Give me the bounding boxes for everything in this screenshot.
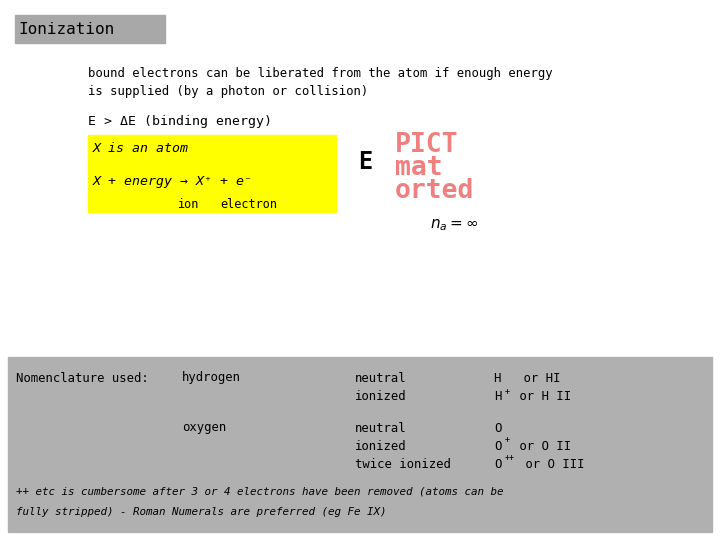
Text: +: + <box>505 435 510 444</box>
Text: H   or HI: H or HI <box>494 372 560 384</box>
Text: neutral: neutral <box>355 422 407 435</box>
Text: or O III: or O III <box>518 457 585 470</box>
Text: X is an atom: X is an atom <box>93 141 189 154</box>
Text: electron: electron <box>220 198 277 211</box>
Text: orted: orted <box>395 178 474 204</box>
Text: ++ etc is cumbersome after 3 or 4 electrons have been removed (atoms can be: ++ etc is cumbersome after 3 or 4 electr… <box>16 487 503 497</box>
Text: ionized: ionized <box>355 390 407 403</box>
Text: E > ΔE (binding energy): E > ΔE (binding energy) <box>88 116 272 129</box>
Text: is supplied (by a photon or collision): is supplied (by a photon or collision) <box>88 85 368 98</box>
Text: or O II: or O II <box>512 440 571 453</box>
Text: O: O <box>494 440 501 453</box>
Text: Ionization: Ionization <box>18 22 114 37</box>
Text: $n_a = \infty$: $n_a = \infty$ <box>430 217 478 233</box>
Text: ionized: ionized <box>355 440 407 453</box>
Text: hydrogen: hydrogen <box>182 372 241 384</box>
FancyBboxPatch shape <box>15 15 165 43</box>
Text: +: + <box>505 387 510 395</box>
Text: X + energy → X⁺ + e⁻: X + energy → X⁺ + e⁻ <box>93 176 253 188</box>
Text: bound electrons can be liberated from the atom if enough energy: bound electrons can be liberated from th… <box>88 68 553 80</box>
FancyBboxPatch shape <box>8 357 712 532</box>
Text: fully stripped) - Roman Numerals are preferred (eg Fe IX): fully stripped) - Roman Numerals are pre… <box>16 507 387 517</box>
Text: or H II: or H II <box>512 390 571 403</box>
FancyBboxPatch shape <box>88 135 336 212</box>
Text: neutral: neutral <box>355 372 407 384</box>
Text: twice ionized: twice ionized <box>355 457 451 470</box>
Text: mat: mat <box>395 155 443 181</box>
Text: oxygen: oxygen <box>182 422 226 435</box>
Text: ++: ++ <box>505 454 515 462</box>
Text: O: O <box>494 422 501 435</box>
Text: E: E <box>358 150 372 174</box>
Text: O: O <box>494 457 501 470</box>
Text: H: H <box>494 390 501 403</box>
Text: Nomenclature used:: Nomenclature used: <box>16 372 149 384</box>
Text: ion: ion <box>178 198 199 211</box>
Text: PICT: PICT <box>395 132 459 158</box>
